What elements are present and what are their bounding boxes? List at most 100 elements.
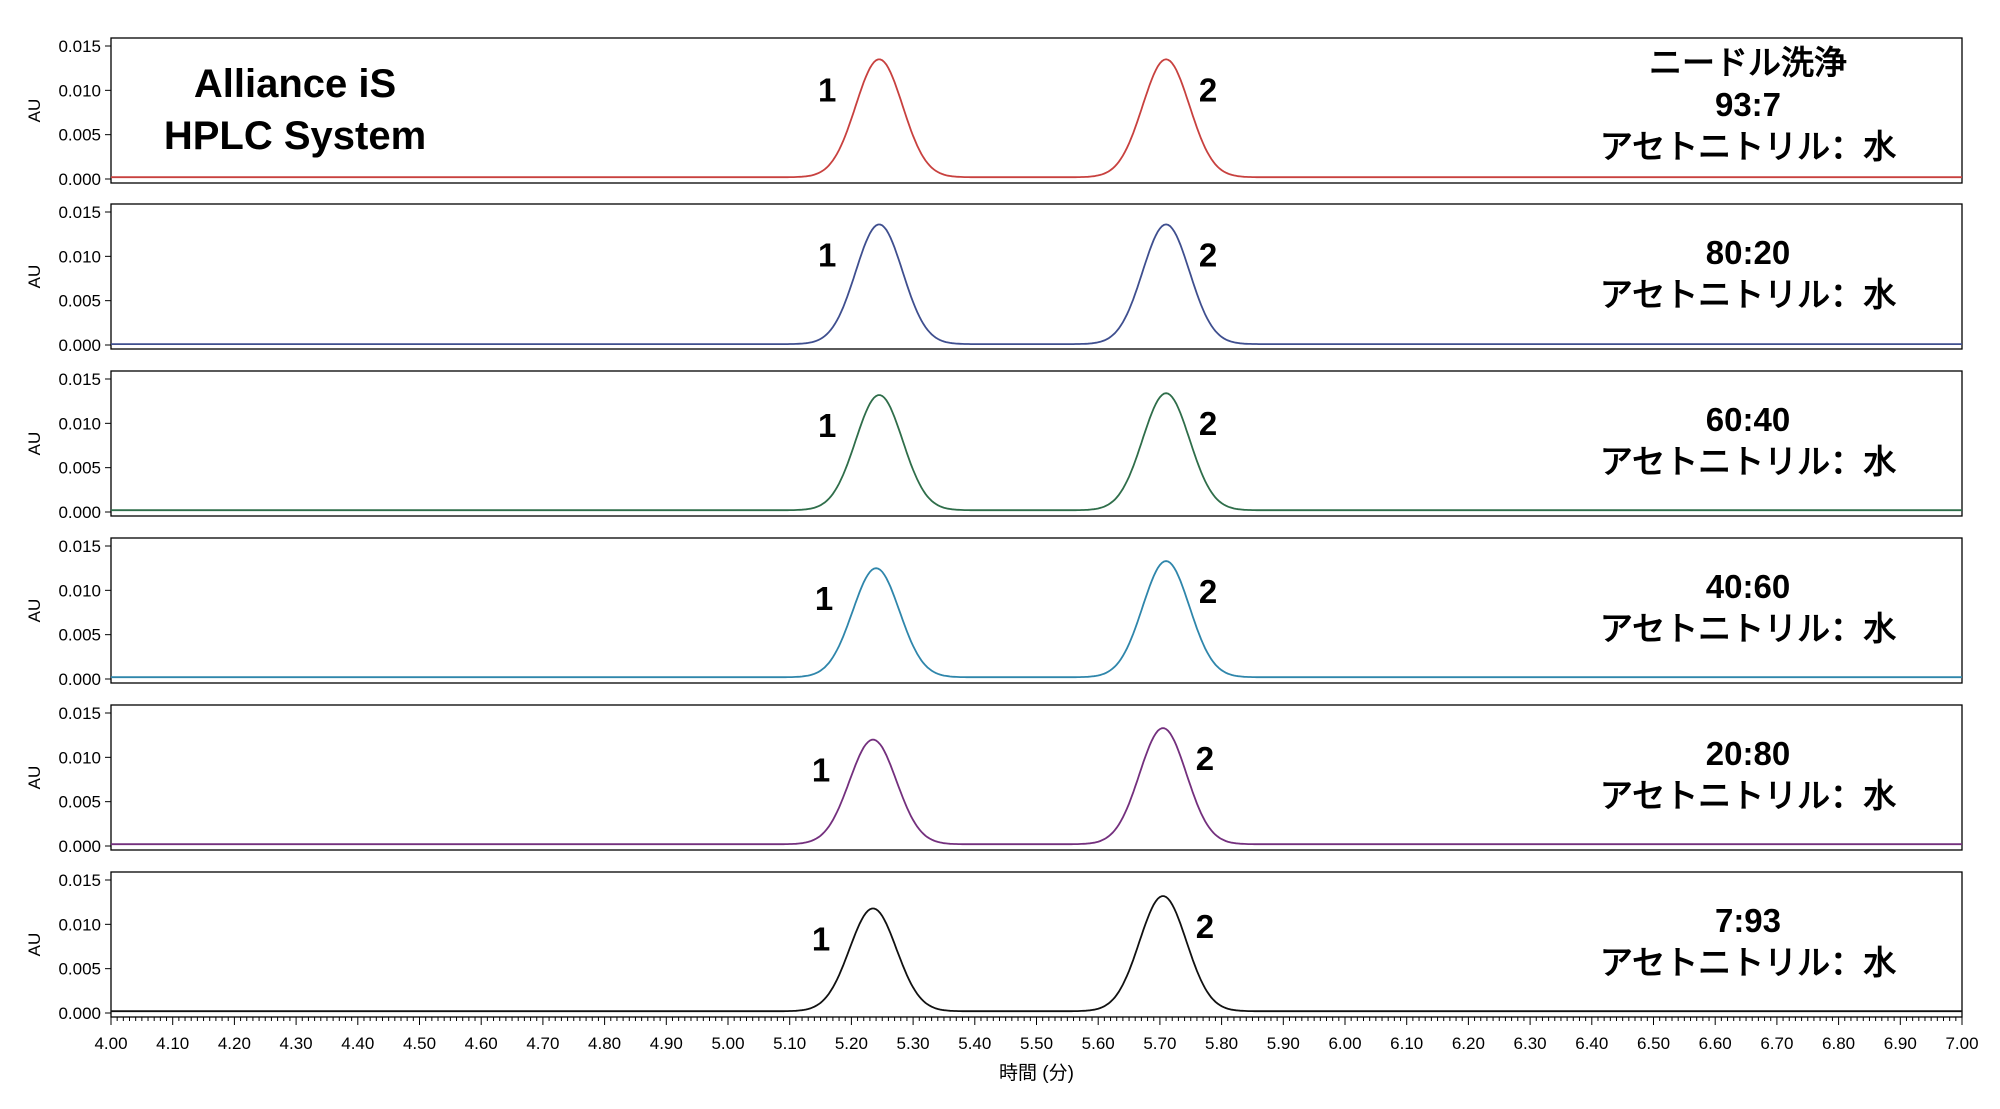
y-tick-label: 0.005 — [58, 626, 101, 645]
y-tick-label: 0.010 — [58, 915, 101, 934]
x-tick-label: 4.70 — [526, 1034, 559, 1053]
x-tick-label: 6.00 — [1328, 1034, 1361, 1053]
x-tick-label: 6.50 — [1637, 1034, 1670, 1053]
x-tick-label: 4.50 — [403, 1034, 436, 1053]
y-tick-label: 0.005 — [58, 459, 101, 478]
plot-panel-5 — [110, 704, 1963, 851]
y-tick-label: 0.010 — [58, 748, 101, 767]
y-axis-label: AU — [25, 432, 44, 456]
condition-label: アセトニトリル：水 — [1600, 944, 1897, 981]
y-tick-label: 0.005 — [58, 793, 101, 812]
peak-label-2: 2 — [1199, 71, 1217, 108]
x-tick-label: 5.80 — [1205, 1034, 1238, 1053]
chromatogram-trace-3 — [111, 392, 1962, 512]
x-tick-label: 5.30 — [897, 1034, 930, 1053]
x-tick-label: 5.00 — [711, 1034, 744, 1053]
x-tick-label: 6.60 — [1699, 1034, 1732, 1053]
condition-label: 80:20 — [1706, 234, 1790, 271]
x-tick-label: 4.20 — [218, 1034, 251, 1053]
y-tick-label: 0.010 — [58, 414, 101, 433]
x-tick-label: 5.70 — [1143, 1034, 1176, 1053]
peak-label-1: 1 — [818, 407, 836, 444]
x-tick-label: 4.80 — [588, 1034, 621, 1053]
y-tick-label: 0.015 — [58, 537, 101, 556]
y-tick-label: 0.010 — [58, 247, 101, 266]
y-tick-label: 0.000 — [58, 837, 101, 856]
plot-panel-3 — [110, 370, 1963, 517]
condition-label: 7:93 — [1715, 902, 1781, 939]
x-tick-label: 5.20 — [835, 1034, 868, 1053]
x-tick-label: 6.30 — [1514, 1034, 1547, 1053]
plot-panel-4 — [110, 537, 1963, 684]
chromatogram-trace-4 — [111, 560, 1962, 679]
condition-label: アセトニトリル：水 — [1600, 777, 1897, 814]
y-tick-label: 0.000 — [58, 670, 101, 689]
x-tick-label: 4.00 — [94, 1034, 127, 1053]
y-tick-label: 0.010 — [58, 81, 101, 100]
x-tick-label: 5.90 — [1267, 1034, 1300, 1053]
y-axis-label: AU — [25, 766, 44, 790]
peak-label-2: 2 — [1196, 740, 1214, 777]
x-tick-label: 6.70 — [1760, 1034, 1793, 1053]
plot-panel-2 — [110, 203, 1963, 350]
chromatogram-trace-5 — [111, 727, 1962, 846]
y-axis-label: AU — [25, 599, 44, 623]
y-tick-label: 0.015 — [58, 871, 101, 890]
x-tick-label: 6.80 — [1822, 1034, 1855, 1053]
condition-label: アセトニトリル：水 — [1600, 276, 1897, 313]
peak-label-1: 1 — [812, 752, 830, 789]
x-tick-label: 5.40 — [958, 1034, 991, 1053]
x-tick-label: 6.10 — [1390, 1034, 1423, 1053]
y-axis-label: AU — [25, 99, 44, 123]
chart-title: HPLC System — [164, 114, 426, 158]
y-tick-label: 0.005 — [58, 292, 101, 311]
y-tick-label: 0.000 — [58, 170, 101, 189]
x-tick-label: 5.10 — [773, 1034, 806, 1053]
peak-label-1: 1 — [812, 920, 830, 957]
condition-label: ニードル洗浄 — [1649, 44, 1847, 81]
y-axis-label: AU — [25, 265, 44, 289]
condition-label: 60:40 — [1706, 401, 1790, 438]
condition-label: アセトニトリル：水 — [1600, 610, 1897, 647]
x-tick-label: 4.90 — [650, 1034, 683, 1053]
condition-label: 40:60 — [1706, 568, 1790, 605]
chart-title: Alliance iS — [194, 62, 396, 106]
x-tick-label: 4.60 — [465, 1034, 498, 1053]
peak-label-1: 1 — [818, 236, 836, 273]
x-tick-label: 4.40 — [341, 1034, 374, 1053]
condition-label: 93:7 — [1715, 86, 1781, 123]
peak-label-2: 2 — [1199, 236, 1217, 273]
x-tick-label: 4.30 — [280, 1034, 313, 1053]
peak-label-2: 2 — [1199, 405, 1217, 442]
condition-label: 20:80 — [1706, 735, 1790, 772]
peak-label-2: 2 — [1199, 573, 1217, 610]
x-tick-label: 6.20 — [1452, 1034, 1485, 1053]
x-tick-label: 4.10 — [156, 1034, 189, 1053]
y-tick-label: 0.000 — [58, 1004, 101, 1023]
x-tick-label: 6.90 — [1884, 1034, 1917, 1053]
y-tick-label: 0.015 — [58, 203, 101, 222]
y-tick-label: 0.015 — [58, 704, 101, 723]
x-tick-label: 5.50 — [1020, 1034, 1053, 1053]
condition-label: アセトニトリル：水 — [1600, 443, 1897, 480]
x-tick-label: 7.00 — [1945, 1034, 1978, 1053]
chromatogram-trace-2 — [111, 223, 1962, 345]
y-tick-label: 0.015 — [58, 370, 101, 389]
y-tick-label: 0.015 — [58, 37, 101, 56]
y-tick-label: 0.010 — [58, 581, 101, 600]
y-axis-label: AU — [25, 933, 44, 957]
peak-label-1: 1 — [815, 580, 833, 617]
x-tick-label: 6.40 — [1575, 1034, 1608, 1053]
condition-label: アセトニトリル：水 — [1600, 128, 1897, 165]
y-tick-label: 0.005 — [58, 126, 101, 145]
x-axis-label: 時間 (分) — [999, 1062, 1074, 1084]
y-tick-label: 0.000 — [58, 336, 101, 355]
y-tick-label: 0.000 — [58, 503, 101, 522]
y-tick-label: 0.005 — [58, 960, 101, 979]
plot-panel-1 — [110, 37, 1963, 184]
chromatogram-trace-1 — [111, 58, 1962, 179]
x-tick-label: 5.60 — [1082, 1034, 1115, 1053]
peak-label-2: 2 — [1196, 908, 1214, 945]
